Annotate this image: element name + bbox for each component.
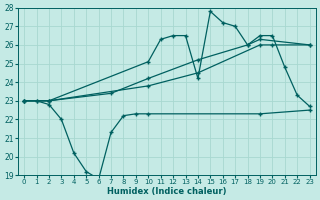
X-axis label: Humidex (Indice chaleur): Humidex (Indice chaleur) — [107, 187, 227, 196]
